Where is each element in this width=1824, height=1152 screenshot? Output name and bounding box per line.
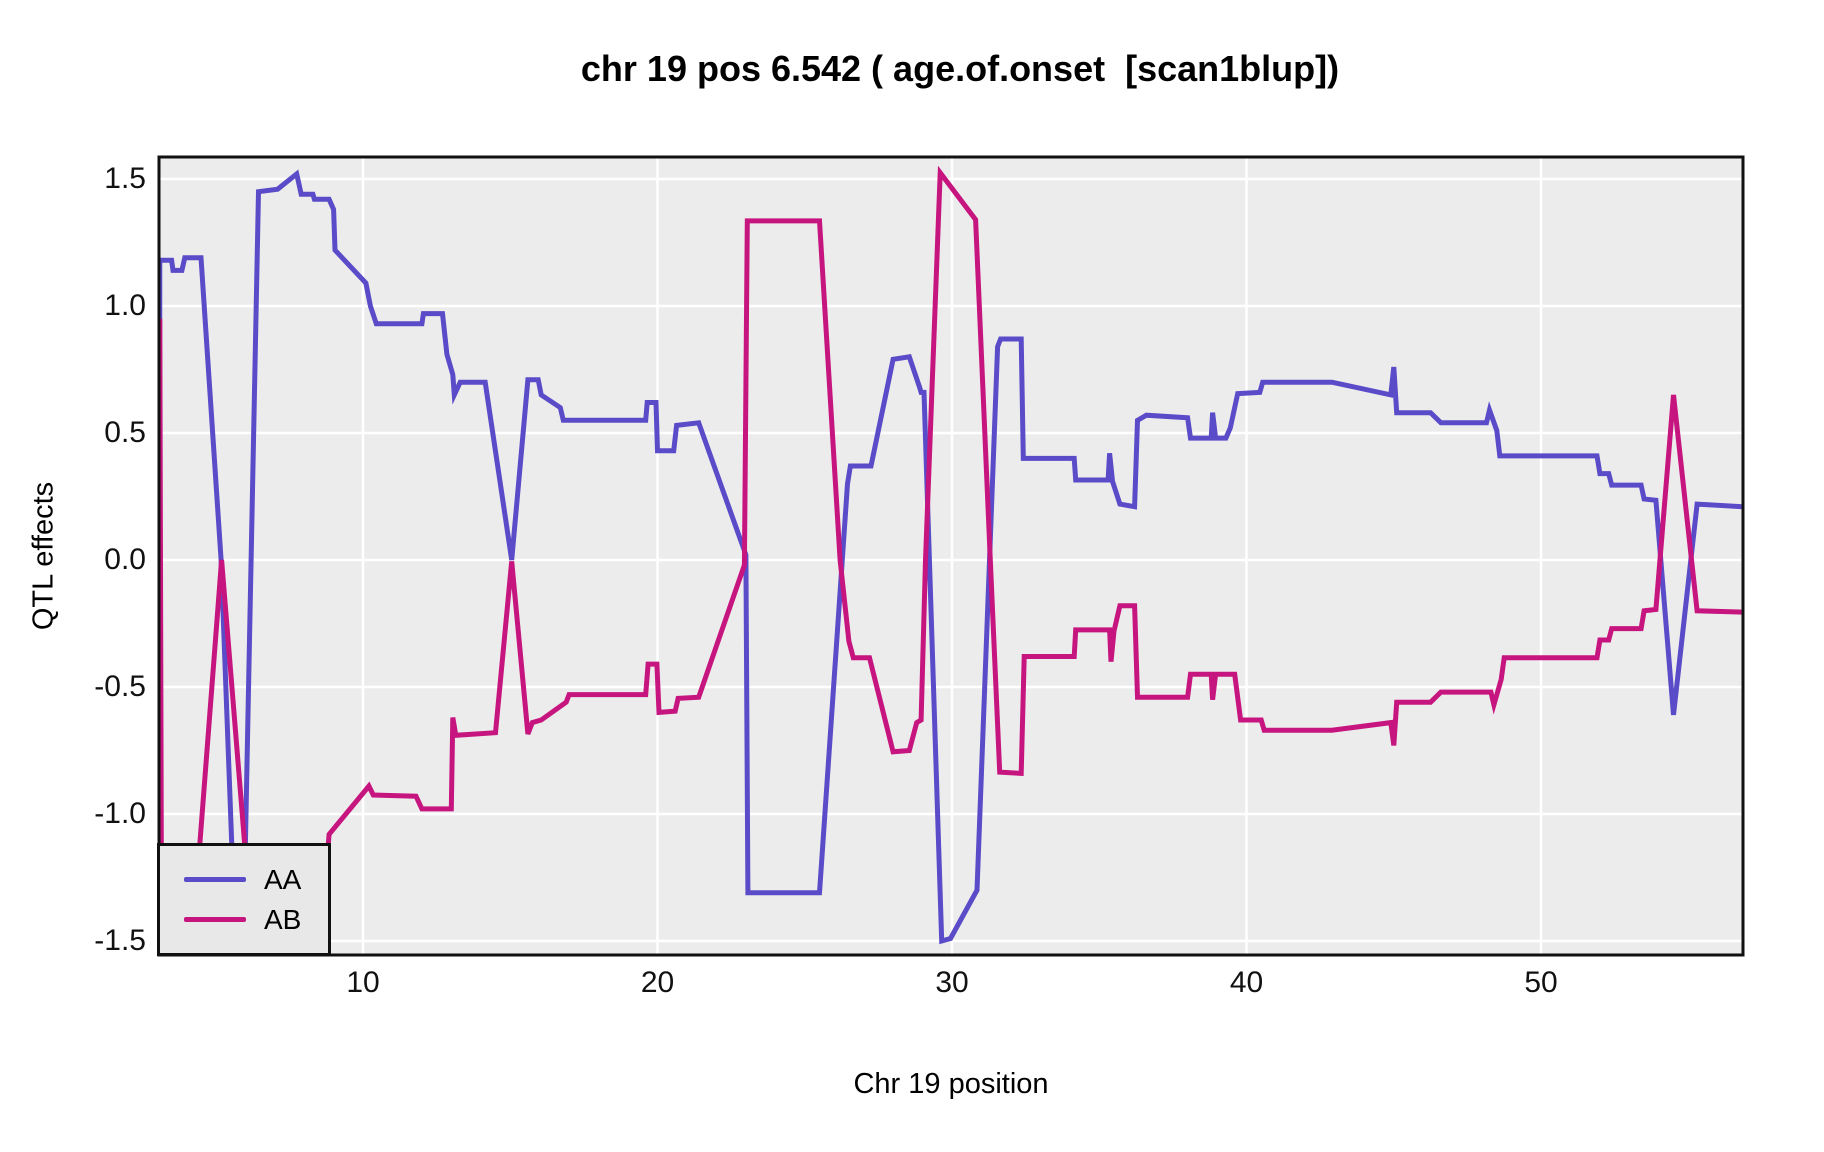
x-tick-label: 20 — [640, 966, 675, 999]
legend-label-AB: AB — [264, 903, 302, 935]
y-tick-label: 0.5 — [104, 416, 146, 449]
y-tick-label: 1.5 — [104, 162, 146, 195]
legend-line-AB-icon — [184, 917, 246, 922]
y-tick-label: 0.0 — [104, 543, 146, 576]
legend-line-AA-icon — [184, 877, 246, 882]
y-tick-label: -1.5 — [94, 924, 146, 957]
y-tick-label: 1.0 — [104, 289, 146, 322]
y-tick-label: -0.5 — [94, 670, 146, 703]
legend-entry-AA: AA — [160, 863, 328, 895]
x-tick-label: 40 — [1229, 966, 1264, 999]
chart-title: chr 19 pos 6.542 ( age.of.onset [scan1bl… — [580, 48, 1340, 89]
legend-label-AA: AA — [264, 863, 302, 895]
series-AB-line — [159, 165, 1743, 951]
x-tick-label: 30 — [935, 966, 969, 999]
series-AA-line — [159, 169, 1743, 945]
x-tick-label: 50 — [1524, 966, 1558, 999]
legend-entry-AB: AB — [160, 903, 328, 935]
y-tick-label: -1.0 — [94, 797, 146, 830]
x-tick-label: 10 — [346, 966, 380, 999]
x-axis-title: Chr 19 position — [853, 1068, 1049, 1100]
panel-border — [157, 155, 1745, 957]
legend: AA AB — [157, 843, 331, 956]
